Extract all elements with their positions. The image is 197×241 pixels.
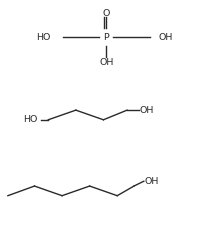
Text: HO: HO	[23, 115, 38, 124]
Text: P: P	[103, 33, 109, 42]
Text: HO: HO	[36, 33, 50, 42]
Text: O: O	[103, 9, 110, 18]
Text: OH: OH	[145, 177, 159, 186]
Text: OH: OH	[158, 33, 173, 42]
Text: OH: OH	[140, 106, 154, 115]
Text: OH: OH	[99, 58, 113, 67]
